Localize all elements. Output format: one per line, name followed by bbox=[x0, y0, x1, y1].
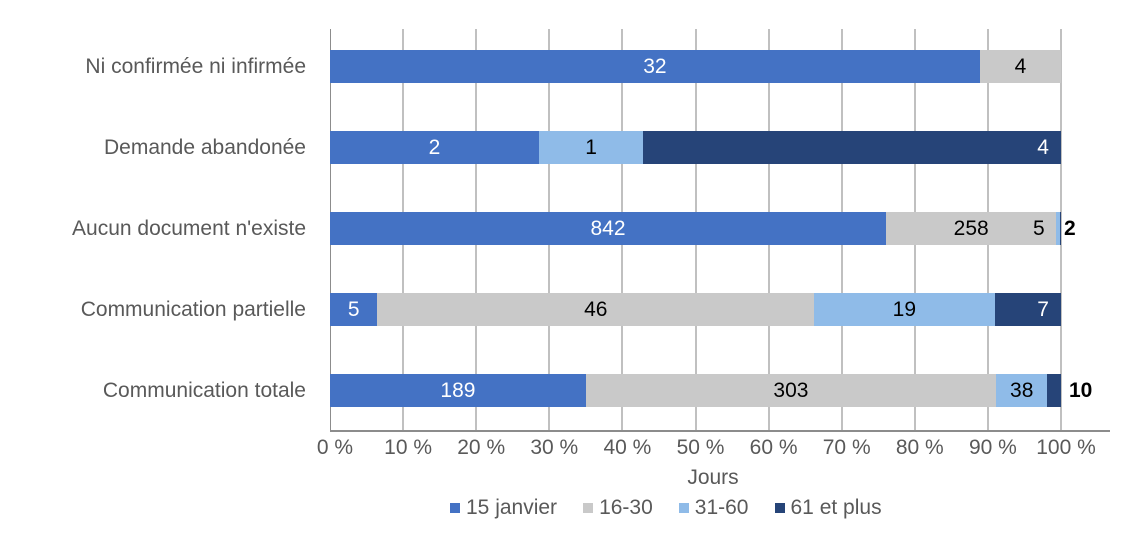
x-tick-label: 10 % bbox=[384, 436, 433, 459]
bar-segment: 7 bbox=[994, 293, 1061, 326]
bar-segment bbox=[1056, 212, 1060, 245]
legend: 15 janvier 16-30 31-60 61 et plus bbox=[450, 496, 908, 520]
x-tick-label: 20 % bbox=[457, 436, 506, 459]
x-axis-line bbox=[330, 430, 1110, 432]
plot-area: 32 4 2 1 4 842 258 5 46 19 7 189 303 38 bbox=[330, 29, 1062, 431]
category-label: Communication partielle bbox=[80, 298, 306, 321]
bar-segment: 46 bbox=[377, 293, 815, 326]
bar-segment: 4 bbox=[643, 131, 1061, 164]
bar-segment bbox=[1047, 374, 1061, 407]
bar-segment: 19 bbox=[814, 293, 995, 326]
bar-segment: 303 bbox=[585, 374, 996, 407]
category-label: Communication totale bbox=[102, 379, 306, 402]
legend-swatch-icon bbox=[678, 503, 689, 513]
x-tick-label: 40 % bbox=[603, 436, 652, 459]
bar-segment: 2 bbox=[330, 131, 539, 164]
data-label-outside: 2 bbox=[1064, 217, 1076, 240]
legend-item: 61 et plus bbox=[774, 496, 882, 520]
bar-row: 32 4 bbox=[330, 50, 1061, 83]
bar-segment: 258 bbox=[885, 212, 1057, 245]
legend-swatch-icon bbox=[583, 503, 594, 513]
bar-row: 5 46 19 7 bbox=[330, 293, 1061, 326]
bar-segment: 842 bbox=[330, 212, 886, 245]
legend-label: 15 janvier bbox=[466, 496, 558, 519]
legend-item: 31-60 bbox=[678, 496, 749, 520]
bar-segment: 189 bbox=[330, 374, 586, 407]
x-tick-label: 0 % bbox=[316, 436, 354, 459]
bar-segment bbox=[1059, 212, 1061, 245]
data-label-outside: 10 bbox=[1069, 379, 1093, 402]
data-label: 5 bbox=[1033, 217, 1045, 240]
legend-item: 16-30 bbox=[583, 496, 653, 520]
legend-swatch-icon bbox=[774, 503, 785, 513]
x-tick-label: 100 % bbox=[1036, 436, 1096, 459]
legend-swatch-icon bbox=[450, 503, 460, 513]
bar-row: 842 258 bbox=[330, 212, 1061, 245]
gridline bbox=[1060, 29, 1062, 431]
bar-segment: 38 bbox=[996, 374, 1048, 407]
bar-segment: 32 bbox=[330, 50, 980, 83]
bar-row: 189 303 38 bbox=[330, 374, 1061, 407]
x-tick-label: 60 % bbox=[749, 436, 798, 459]
bar-segment: 1 bbox=[538, 131, 644, 164]
category-label: Ni confirmée ni infirmée bbox=[85, 55, 306, 78]
x-tick-label: 30 % bbox=[530, 436, 579, 459]
legend-item: 15 janvier bbox=[450, 496, 557, 520]
legend-label: 61 et plus bbox=[790, 496, 882, 519]
legend-label: 16-30 bbox=[599, 496, 653, 519]
category-label: Demande abandonée bbox=[103, 136, 306, 159]
bar-segment: 4 bbox=[979, 50, 1061, 83]
legend-label: 31-60 bbox=[694, 496, 749, 519]
x-tick-label: 90 % bbox=[968, 436, 1017, 459]
x-tick-label: 50 % bbox=[676, 436, 725, 459]
x-tick-label: 70 % bbox=[822, 436, 871, 459]
x-axis-title: Jours bbox=[687, 466, 739, 489]
x-tick-label: 80 % bbox=[895, 436, 944, 459]
bar-segment: 5 bbox=[330, 293, 378, 326]
category-label: Aucun document n'existe bbox=[72, 217, 306, 240]
